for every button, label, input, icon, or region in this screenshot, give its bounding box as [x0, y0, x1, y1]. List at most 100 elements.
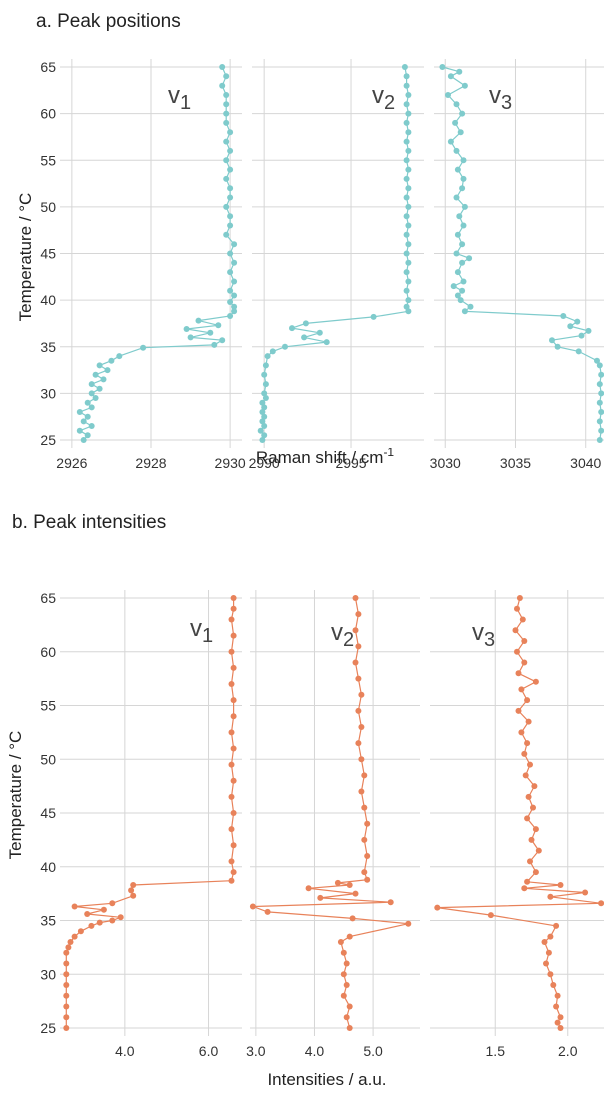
- x-axis-label: Raman shift / cm-1: [256, 445, 395, 467]
- data-point: [230, 605, 237, 612]
- data-point: [88, 922, 95, 929]
- chart-peak-intensities: b. Peak intensities Temperature / °C Int…: [6, 512, 604, 1089]
- data-point: [403, 73, 410, 80]
- data-point: [459, 241, 466, 248]
- data-point: [522, 772, 529, 779]
- data-point: [230, 810, 237, 816]
- data-point: [128, 887, 135, 894]
- data-point: [117, 914, 124, 921]
- y-tick-label: 50: [40, 199, 56, 215]
- data-point: [405, 129, 412, 136]
- data-point: [207, 329, 214, 336]
- data-point: [460, 157, 467, 164]
- data-point: [228, 761, 235, 768]
- data-point: [567, 323, 574, 330]
- data-point: [228, 793, 235, 800]
- peak-annotation-letter: v: [168, 82, 180, 109]
- peak-annotation: v1: [190, 615, 213, 647]
- data-point: [405, 259, 412, 266]
- data-point: [100, 376, 107, 383]
- data-point: [456, 213, 463, 220]
- y-axis: 25 30 35 40 45 50 55 60 65: [40, 59, 56, 448]
- data-point: [521, 659, 528, 666]
- data-point: [445, 92, 451, 98]
- chart-title: a. Peak positions: [36, 11, 181, 32]
- data-point: [130, 892, 137, 899]
- data-point: [80, 418, 87, 425]
- chart-title: b. Peak intensities: [12, 512, 166, 533]
- data-point: [364, 820, 371, 827]
- y-tick-label: 60: [40, 644, 56, 660]
- data-point: [96, 362, 103, 369]
- data-point: [596, 399, 603, 406]
- data-point: [230, 697, 237, 704]
- data-point: [553, 922, 560, 929]
- data-point: [65, 944, 72, 951]
- data-point: [249, 903, 256, 910]
- data-point: [405, 92, 412, 98]
- data-point: [355, 740, 362, 747]
- data-point: [305, 885, 312, 892]
- data-point: [403, 250, 410, 257]
- peak-annotation: v3: [472, 619, 495, 651]
- data-point: [594, 357, 600, 364]
- data-point: [527, 858, 533, 865]
- x-tick-label: 4.0: [305, 1043, 325, 1059]
- data-point: [76, 409, 83, 415]
- data-point: [230, 842, 237, 849]
- data-point: [596, 437, 603, 443]
- data-point: [403, 138, 410, 145]
- data-point: [223, 73, 230, 80]
- panel-v2: 3.0 4.0 5.0 v2: [246, 590, 420, 1059]
- data-point: [343, 960, 350, 967]
- data-point: [227, 222, 234, 229]
- data-point: [541, 939, 548, 945]
- y-tick-label: 25: [40, 432, 56, 448]
- data-point: [195, 317, 202, 324]
- data-point: [585, 327, 592, 334]
- data-point: [228, 877, 235, 884]
- data-point: [521, 638, 528, 644]
- data-point: [405, 147, 412, 154]
- data-point: [598, 371, 604, 378]
- data-point: [228, 826, 235, 833]
- data-point: [227, 287, 234, 294]
- peak-annotation-letter: v: [190, 615, 202, 642]
- data-point: [405, 203, 412, 210]
- data-point: [108, 357, 115, 364]
- y-tick-label: 65: [40, 590, 56, 606]
- data-point: [487, 912, 494, 919]
- peak-annotation-subscript: 3: [501, 92, 512, 114]
- data-point: [405, 222, 412, 229]
- data-point: [454, 269, 461, 276]
- data-point: [282, 343, 288, 350]
- data-point: [405, 297, 412, 304]
- data-point: [223, 110, 230, 117]
- panel-v2: 2990 2995 v2: [249, 59, 424, 471]
- peak-annotation-subscript: 2: [343, 629, 354, 651]
- data-point: [352, 595, 359, 601]
- data-point: [301, 334, 308, 341]
- panel-v1: 4.0 6.0 v1: [60, 590, 242, 1059]
- data-point: [100, 906, 107, 913]
- data-point: [461, 82, 468, 89]
- y-tick-label: 65: [40, 59, 56, 75]
- data-point: [259, 399, 266, 406]
- y-tick-label: 35: [40, 913, 56, 929]
- data-point: [361, 869, 368, 876]
- data-point: [259, 437, 266, 443]
- data-point: [405, 110, 412, 117]
- data-point: [228, 729, 235, 736]
- data-point: [515, 707, 522, 714]
- x-tick-label: 3035: [500, 455, 531, 471]
- data-point: [460, 222, 467, 229]
- data-point: [459, 110, 466, 117]
- data-point: [261, 371, 268, 378]
- data-point: [550, 982, 557, 988]
- data-point: [361, 772, 368, 779]
- data-point: [130, 882, 137, 888]
- data-point: [63, 949, 70, 956]
- data-point: [63, 1003, 70, 1010]
- data-point: [582, 889, 589, 896]
- data-point: [352, 890, 359, 897]
